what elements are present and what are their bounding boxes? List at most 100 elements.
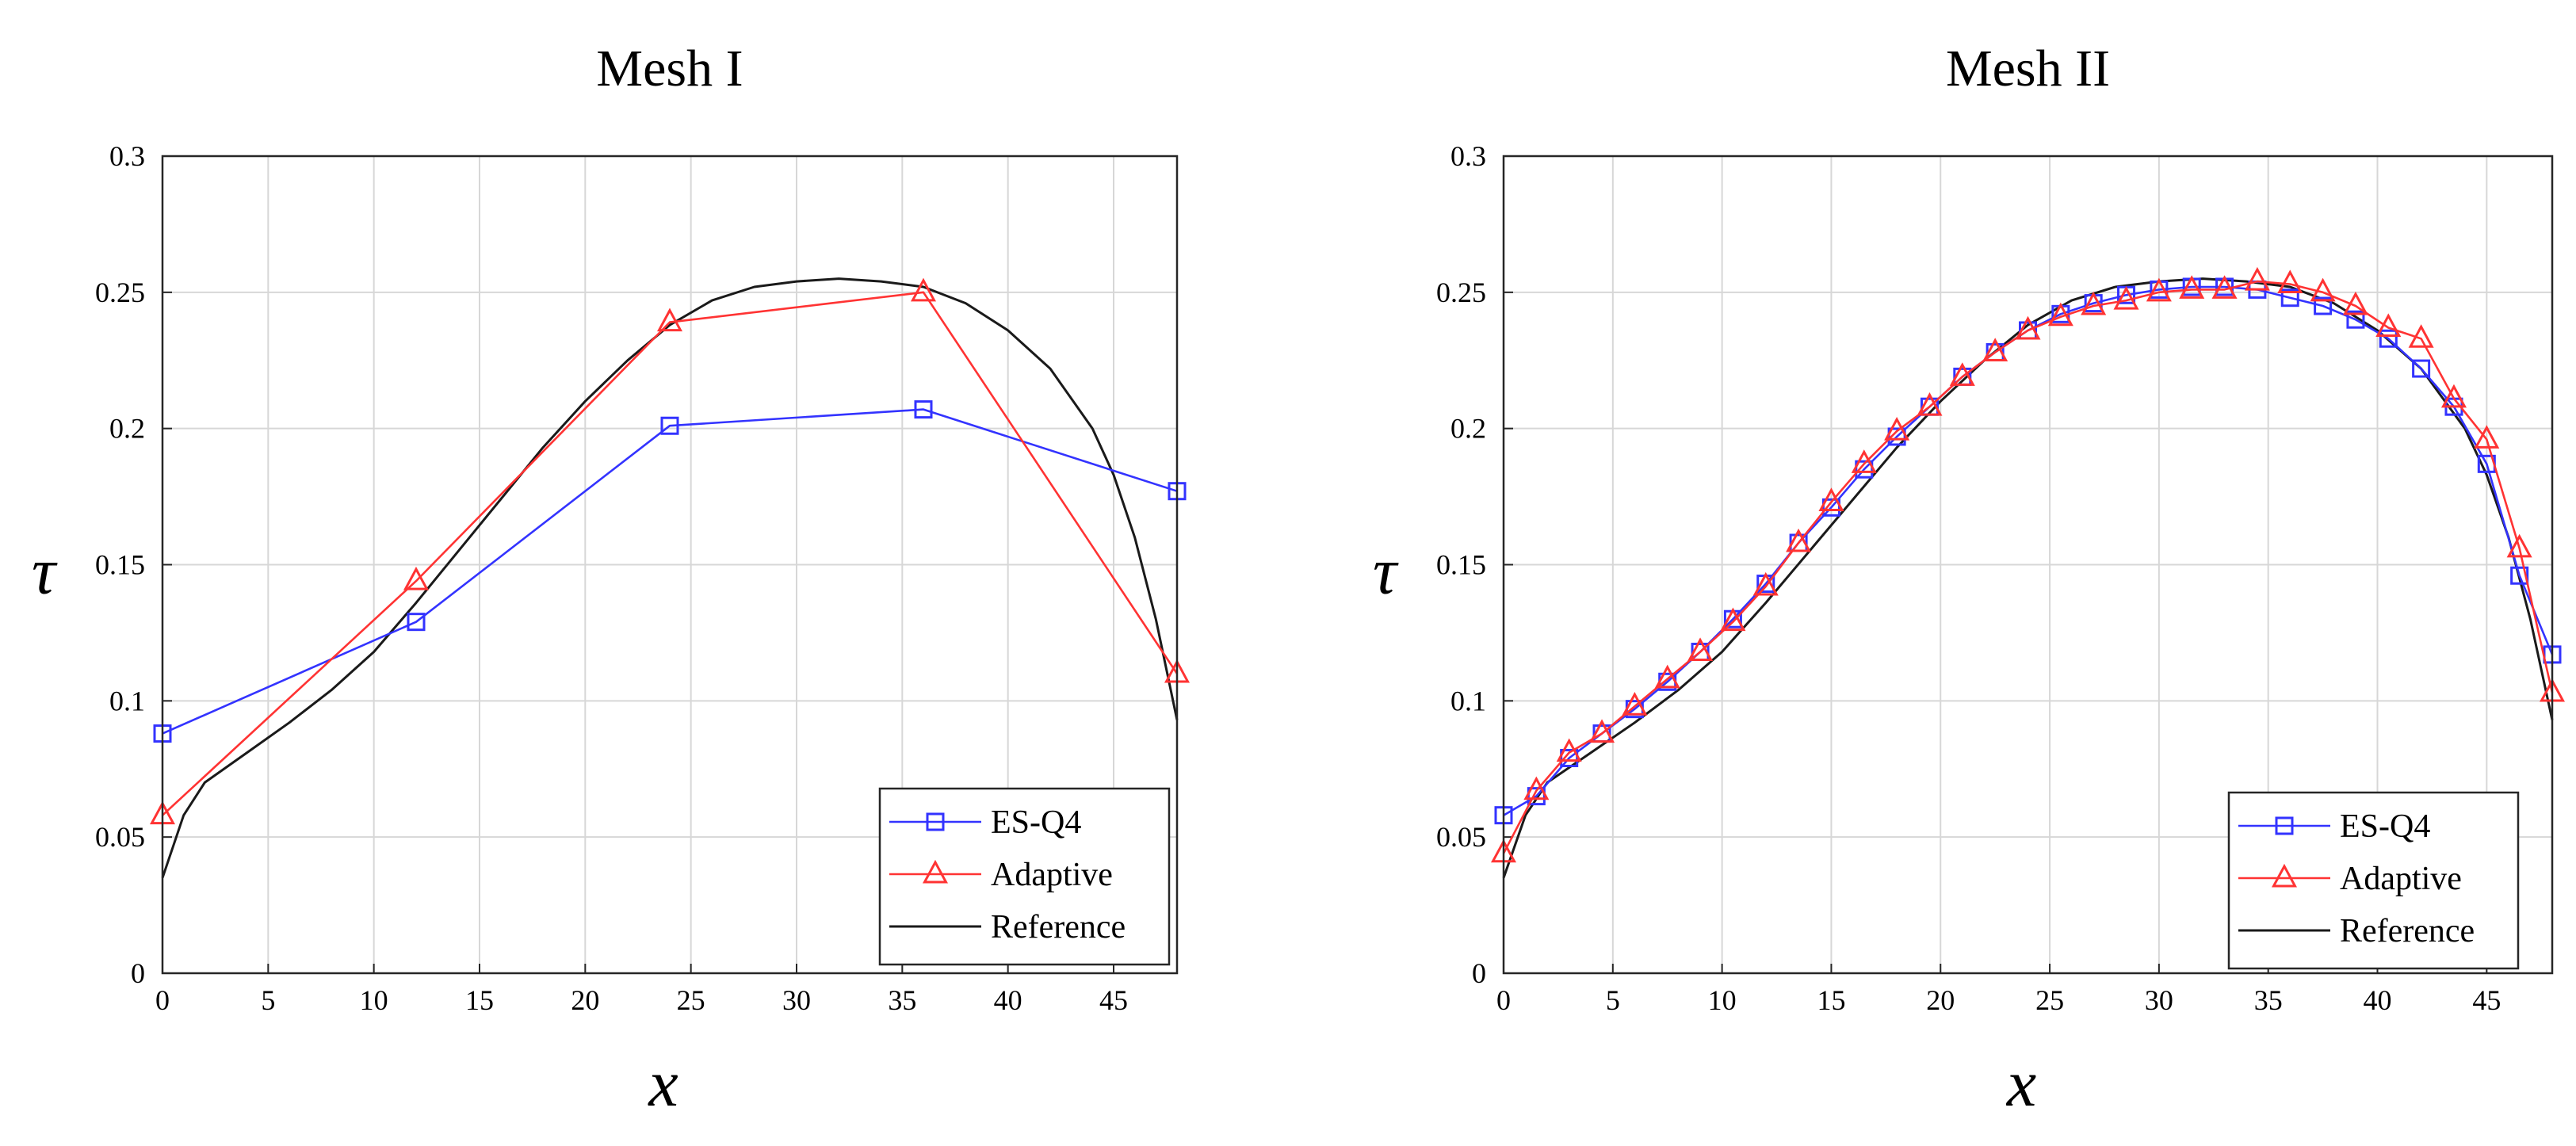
axes-frame [1502, 155, 2554, 975]
x-tick-label: 10 [1708, 984, 1737, 1016]
data-point-es-q4 [2280, 288, 2299, 308]
data-point-adaptive [2310, 277, 2336, 302]
data-point-adaptive [2506, 533, 2532, 558]
data-point-adaptive [2211, 275, 2238, 299]
data-point-adaptive [1949, 362, 1975, 386]
chart-title: Mesh II [1946, 40, 2110, 97]
y-tick-label: 0 [131, 957, 145, 989]
data-point-es-q4 [914, 400, 933, 419]
y-tick-label: 0.1 [1450, 685, 1486, 716]
legend-item-reference: Reference [889, 909, 1126, 945]
data-point-adaptive [2146, 277, 2172, 302]
x-tick-label: 30 [2145, 984, 2173, 1016]
chart-panel-1: 0 5 10 15 20 25 30 35 40 45 0 0.05 0.1 0.15 0.2 0.25 0.3… [32, 40, 1191, 1121]
series-line-adaptive [1502, 280, 2554, 854]
data-point-adaptive [1654, 664, 1680, 689]
y-tick-label: 0.2 [1450, 413, 1486, 445]
y-tick-label: 0.25 [95, 277, 145, 308]
data-point-es-q4 [1855, 460, 1874, 479]
data-point-adaptive [2375, 313, 2402, 338]
data-point-adaptive [2015, 315, 2041, 340]
y-tick-label: 0.1 [109, 685, 145, 716]
legend: ES-Q4 Adaptive Reference [878, 787, 1171, 966]
x-tick-label: 25 [2035, 984, 2064, 1016]
data-point-adaptive [1786, 528, 1812, 552]
legend-label: Adaptive [991, 857, 1113, 893]
x-tick-label: 15 [465, 984, 494, 1016]
data-point-es-q4 [2412, 359, 2431, 378]
x-tick-label: 5 [1606, 984, 1620, 1016]
x-tick-label: 10 [360, 984, 388, 1016]
x-tick-label: 0 [1496, 984, 1511, 1016]
x-tick-label: 20 [1926, 984, 1955, 1016]
legend: ES-Q4 Adaptive Reference [2227, 791, 2520, 970]
data-point-adaptive [2474, 425, 2500, 449]
data-point-es-q4 [2510, 566, 2529, 585]
data-point-es-q4 [1887, 427, 1906, 446]
legend-label: Adaptive [2340, 861, 2462, 897]
data-point-adaptive [1556, 738, 1582, 762]
data-point-es-q4 [2314, 296, 2333, 315]
series-line-reference [1502, 277, 2554, 879]
data-point-adaptive [1851, 449, 1877, 473]
x-tick-label: 30 [782, 984, 811, 1016]
x-axis-label: x [647, 1047, 678, 1121]
data-point-adaptive [1589, 719, 1615, 743]
y-tick-label: 0.2 [109, 413, 145, 445]
x-tick-label: 5 [261, 984, 275, 1016]
legend-swatch-marker [922, 859, 949, 884]
data-point-adaptive [403, 566, 430, 590]
data-point-es-q4 [2346, 310, 2365, 329]
data-point-adaptive [2244, 266, 2270, 291]
data-point-adaptive [1917, 392, 1943, 416]
data-point-es-q4 [1560, 749, 1579, 768]
y-axis-label: τ [32, 535, 58, 609]
x-tick-label: 40 [2364, 984, 2392, 1016]
y-axis-label: τ [1373, 535, 1399, 609]
data-point-adaptive [2440, 384, 2467, 408]
data-point-adaptive [2277, 269, 2303, 294]
y-tick-label: 0.05 [1436, 821, 1486, 853]
y-tick-label: 0.05 [95, 821, 145, 853]
legend-label: Reference [991, 909, 1126, 945]
data-point-es-q4 [660, 416, 679, 435]
data-point-adaptive [1752, 571, 1779, 596]
data-point-adaptive [2342, 291, 2368, 315]
x-tick-label: 40 [994, 984, 1022, 1016]
legend-item-adaptive: Adaptive [2238, 861, 2462, 897]
y-tick-label: 0.25 [1436, 277, 1486, 308]
chart-title: Mesh I [596, 40, 743, 97]
x-tick-label: 45 [2472, 984, 2501, 1016]
series-reference [161, 277, 1179, 879]
data-point-adaptive [1982, 338, 2008, 361]
series-adaptive [1490, 266, 2566, 863]
legend-swatch-marker [2271, 863, 2298, 888]
data-point-adaptive [1622, 692, 1648, 716]
data-point-adaptive [1884, 416, 1910, 441]
legend-item-adaptive: Adaptive [889, 857, 1113, 893]
y-tick-label: 0.3 [109, 140, 145, 172]
data-point-es-q4 [407, 613, 426, 632]
y-tick-label: 0.15 [95, 549, 145, 581]
x-tick-label: 35 [888, 984, 916, 1016]
chart-panel-2: 0 5 10 15 20 25 30 35 40 45 0 0.05 0.1 0.15 0.2 0.25 0.3… [1373, 40, 2566, 1121]
x-tick-label: 20 [571, 984, 599, 1016]
legend-label: Reference [2340, 913, 2475, 949]
data-point-adaptive [2113, 285, 2139, 310]
series-line-adaptive [162, 291, 1179, 816]
series-adaptive [149, 277, 1191, 825]
data-point-adaptive [2047, 302, 2073, 327]
data-point-adaptive [910, 277, 937, 302]
x-axis-label: x [2005, 1047, 2036, 1121]
x-tick-label: 0 [155, 984, 170, 1016]
data-point-adaptive [2408, 324, 2434, 348]
data-point-adaptive [1523, 776, 1550, 800]
x-tick-label: 15 [1817, 984, 1845, 1016]
data-point-es-q4 [1527, 787, 1546, 806]
x-tick-label: 35 [2254, 984, 2283, 1016]
legend-swatch-marker [926, 812, 945, 831]
legend-label: ES-Q4 [991, 804, 1081, 841]
series-reference [1502, 277, 2554, 879]
axes-frame [161, 155, 1179, 975]
